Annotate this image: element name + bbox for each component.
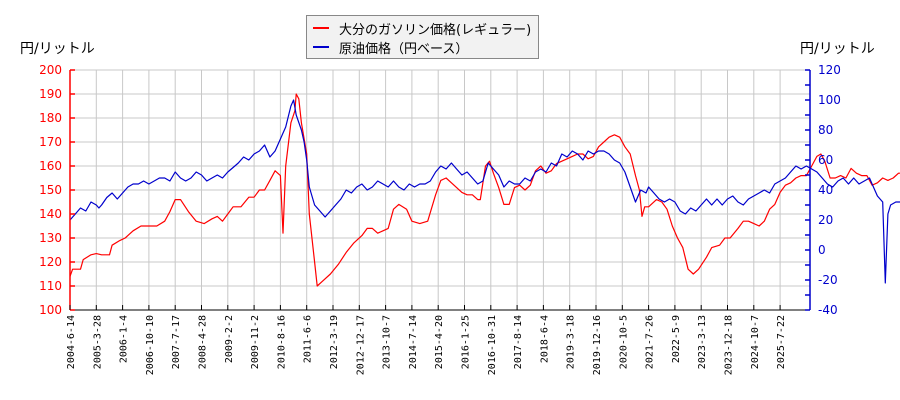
right-axis-tick-label: 60 xyxy=(818,153,833,167)
legend-label: 大分のガソリン価格(レギュラー) xyxy=(339,22,532,38)
left-axis-tick-label: 120 xyxy=(39,255,62,269)
x-axis-tick-label: 2025-7-22 xyxy=(776,315,787,369)
x-axis-tick-label: 2017-8-14 xyxy=(513,315,524,369)
x-axis-tick-label: 2009-11-2 xyxy=(250,315,261,369)
chart-legend: 大分のガソリン価格(レギュラー) 原油価格（円ベース） xyxy=(306,15,539,59)
x-axis-tick-label: 2015-4-20 xyxy=(434,315,445,369)
x-axis-tick-label: 2008-4-28 xyxy=(198,315,209,369)
x-axis-tick-label: 2009-2-2 xyxy=(224,315,235,363)
left-axis-tick-label: 180 xyxy=(39,111,62,125)
x-axis-tick-label: 2022-5-9 xyxy=(671,315,682,363)
right-axis-tick-label: -40 xyxy=(818,303,838,317)
left-axis-tick-label: 140 xyxy=(39,207,62,221)
crude-oil-price-line xyxy=(69,99,900,284)
left-axis-tick-label: 190 xyxy=(39,87,62,101)
x-axis-tick-label: 2005-3-28 xyxy=(92,315,103,369)
legend-item-crude-oil: 原油価格（円ベース） xyxy=(313,38,469,57)
x-axis-tick-label: 2021-7-26 xyxy=(645,315,656,369)
x-axis-tick-label: 2016-1-25 xyxy=(461,315,472,369)
x-axis-tick-label: 2019-12-16 xyxy=(592,315,603,375)
right-axis-tick-label: 40 xyxy=(818,183,833,197)
gasoline-price-line xyxy=(69,93,900,287)
left-axis-tick-label: 100 xyxy=(39,303,62,317)
x-axis-tick-label: 2011-6-6 xyxy=(303,315,314,363)
x-axis-tick-label: 2013-10-7 xyxy=(382,315,393,369)
x-axis-tick-label: 2006-10-10 xyxy=(145,315,156,375)
left-axis-tick-label: 200 xyxy=(39,63,62,77)
x-axis-tick-label: 2023-3-13 xyxy=(697,315,708,369)
right-axis-tick-label: 100 xyxy=(818,93,841,107)
x-axis-tick-label: 2019-3-18 xyxy=(566,315,577,369)
x-axis-tick-label: 2006-1-4 xyxy=(119,315,130,363)
right-axis-tick-label: 80 xyxy=(818,123,833,137)
x-axis-tick-label: 2010-8-16 xyxy=(276,315,287,369)
right-axis-tick-label: 120 xyxy=(818,63,841,77)
x-axis-tick-label: 2014-7-14 xyxy=(408,315,419,369)
left-axis-tick-label: 170 xyxy=(39,135,62,149)
grid xyxy=(69,69,810,311)
x-axis-tick-label: 2023-12-18 xyxy=(724,315,735,375)
right-axis-tick-label: -20 xyxy=(818,273,838,287)
left-axis-tick-label: 130 xyxy=(39,231,62,245)
x-axis-tick-label: 2012-3-19 xyxy=(329,315,340,369)
x-axis-tick-label: 2012-12-17 xyxy=(355,315,366,375)
x-axis-tick-label: 2024-10-7 xyxy=(750,315,761,369)
x-axis-tick-label: 2018-6-4 xyxy=(539,315,550,363)
left-axis-tick-label: 150 xyxy=(39,183,62,197)
legend-item-gasoline: 大分のガソリン価格(レギュラー) xyxy=(313,19,532,38)
left-axis-tick-label: 160 xyxy=(39,159,62,173)
right-axis-tick-label: 0 xyxy=(818,243,826,257)
x-axis-tick-label: 2007-7-17 xyxy=(171,315,182,369)
x-axis-tick-label: 2016-10-31 xyxy=(487,315,498,375)
right-axis-unit-label: 円/リットル xyxy=(800,41,875,57)
x-axis-tick-label: 2004-6-14 xyxy=(66,315,77,369)
legend-swatch-red xyxy=(313,27,329,29)
legend-swatch-blue xyxy=(313,46,329,48)
right-axis-tick-label: 20 xyxy=(818,213,833,227)
left-axis-tick-label: 110 xyxy=(39,279,62,293)
x-axis-tick-label: 2020-10-5 xyxy=(618,315,629,369)
legend-label: 原油価格（円ベース） xyxy=(339,41,469,57)
left-axis-unit-label: 円/リットル xyxy=(20,41,95,57)
